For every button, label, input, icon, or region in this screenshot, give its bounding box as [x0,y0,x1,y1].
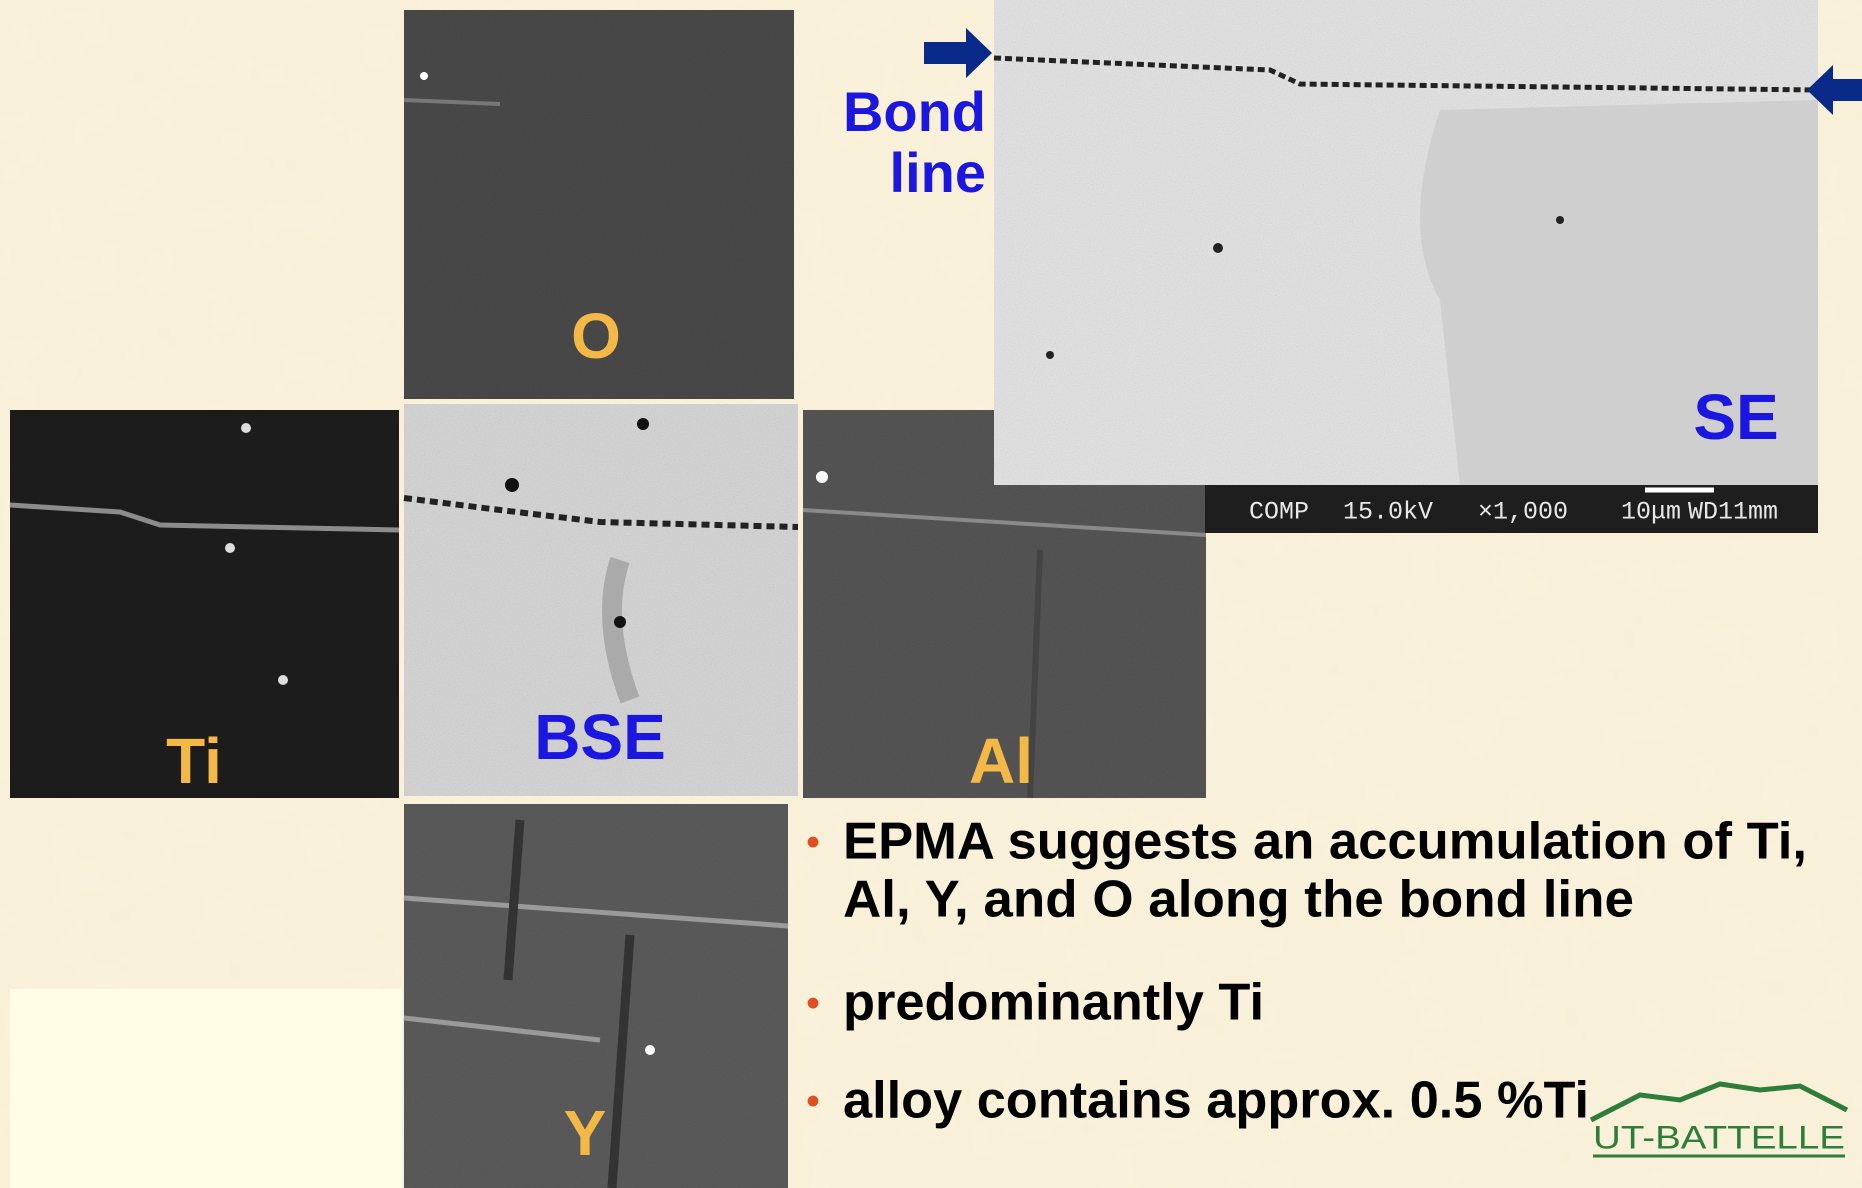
panel-label: SE [1693,381,1778,453]
panel-label: Ti [166,725,222,797]
logo-text: UT-BATTELLE [1593,1119,1845,1155]
bond-line-label: Bond [843,80,986,143]
bullet-text: EPMA suggests an accumulation of Ti, [843,813,1807,871]
bullet-dot: • [806,821,820,865]
light-box [10,989,402,1188]
panel-label: O [571,300,621,372]
scale-text: 10μm [1621,498,1681,527]
page: COMP 15.0kV ×1,000 10μm WD11mm O Ti BSE … [0,0,1862,1188]
bullet-text: Al, Y, and O along the bond line [843,871,1634,929]
scale-text: COMP [1249,498,1309,527]
scale-text: WD11mm [1688,498,1778,527]
slide: COMP 15.0kV ×1,000 10μm WD11mm O Ti BSE … [0,0,1862,1188]
bullet-text: alloy contains approx. 0.5 %Ti [843,1072,1589,1130]
panel-label: Y [564,1097,607,1169]
scale-text: ×1,000 [1478,498,1568,527]
scale-text: 15.0kV [1343,498,1433,527]
bullet-text: predominantly Ti [843,974,1264,1032]
panel-label: BSE [534,701,666,773]
bullet-dot: • [806,982,820,1026]
bond-line-label: line [890,141,986,204]
panel-label: Al [969,725,1033,797]
bullet-dot: • [806,1080,820,1124]
